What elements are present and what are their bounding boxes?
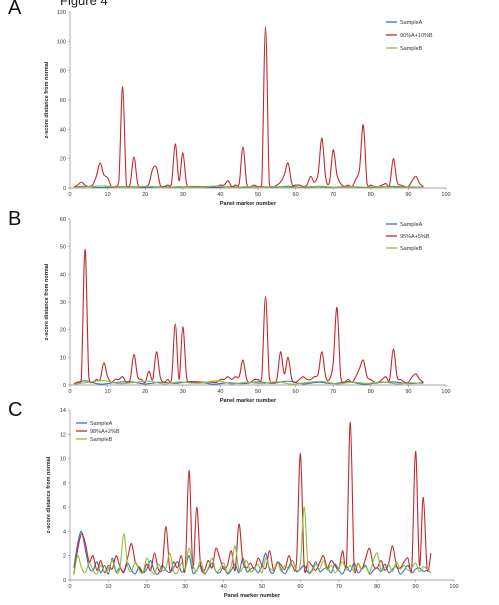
y-tick-label: 14 bbox=[60, 408, 66, 414]
y-tick-label: 120 bbox=[57, 10, 66, 16]
y-tick-label: 12 bbox=[60, 432, 66, 438]
x-tick-label: 60 bbox=[297, 584, 303, 590]
y-tick-label: 100 bbox=[57, 39, 66, 45]
panel-letter: A bbox=[8, 0, 22, 19]
x-axis-title: Panel marker number bbox=[224, 593, 281, 599]
series-line-3 bbox=[73, 506, 432, 576]
y-tick-label: 20 bbox=[60, 328, 66, 334]
x-tick-label: 100 bbox=[449, 584, 458, 590]
y-tick-label: 80 bbox=[60, 69, 66, 75]
legend-label: SampleA bbox=[90, 421, 113, 427]
x-tick-label: 20 bbox=[142, 192, 148, 198]
legend-label: SampleB bbox=[400, 46, 423, 52]
x-tick-label: 0 bbox=[68, 389, 71, 395]
chart-panel-c: C 0 2 4 6 8 10 12 14 0 10 20 30 40 50 60 70 80 90 100 Panel … bbox=[8, 399, 459, 599]
chart-panel-b: B 0 10 20 30 40 50 60 0 10 20 30 40 50 60 70 80 90 100 Pane… bbox=[8, 208, 451, 404]
x-axis-title: Panel marker number bbox=[220, 201, 277, 207]
y-tick-label: 30 bbox=[60, 300, 66, 306]
x-tick-label: 90 bbox=[413, 584, 419, 590]
x-tick-label: 40 bbox=[221, 584, 227, 590]
series-line-3 bbox=[73, 380, 424, 385]
y-tick-label: 40 bbox=[60, 272, 66, 278]
legend-label: SampleA bbox=[400, 20, 423, 26]
x-tick-label: 70 bbox=[336, 584, 342, 590]
x-tick-label: 40 bbox=[217, 389, 223, 395]
x-tick-label: 20 bbox=[144, 584, 150, 590]
y-tick-label: 0 bbox=[63, 578, 66, 584]
x-tick-label: 80 bbox=[368, 192, 374, 198]
legend-label: SampleB bbox=[400, 246, 423, 252]
y-tick-label: 4 bbox=[63, 529, 66, 535]
x-axis-title: Panel marker number bbox=[220, 398, 277, 404]
x-tick-label: 50 bbox=[255, 192, 261, 198]
x-tick-label: 80 bbox=[374, 584, 380, 590]
x-tick-label: 50 bbox=[259, 584, 265, 590]
x-tick-label: 60 bbox=[293, 192, 299, 198]
x-tick-label: 10 bbox=[105, 389, 111, 395]
chart-panel-a: A 0 20 40 60 80 100 120 0 10 20 30 40 50 60 70 80 90 100 Pa… bbox=[8, 0, 451, 207]
x-tick-label: 10 bbox=[105, 584, 111, 590]
x-tick-label: 100 bbox=[441, 192, 450, 198]
series-line-3 bbox=[73, 185, 424, 189]
y-tick-label: 2 bbox=[63, 554, 66, 560]
legend-label: 90%A+10%B bbox=[400, 33, 433, 39]
y-tick-label: 40 bbox=[60, 127, 66, 133]
series-line-2 bbox=[73, 421, 432, 575]
series-line-1 bbox=[73, 530, 432, 575]
x-tick-label: 0 bbox=[68, 584, 71, 590]
x-tick-label: 0 bbox=[68, 192, 71, 198]
x-tick-label: 90 bbox=[405, 192, 411, 198]
legend-label: 95%A+5%B bbox=[400, 234, 430, 240]
x-tick-label: 90 bbox=[405, 389, 411, 395]
legend-label: SampleB bbox=[90, 437, 113, 443]
x-tick-label: 60 bbox=[293, 389, 299, 395]
x-tick-label: 100 bbox=[441, 389, 450, 395]
panel-letter: B bbox=[8, 208, 21, 230]
y-tick-label: 60 bbox=[60, 98, 66, 104]
y-axis-title: z-score distance from normal bbox=[46, 456, 52, 533]
y-tick-label: 6 bbox=[63, 505, 66, 511]
y-tick-label: 0 bbox=[63, 186, 66, 192]
x-tick-label: 30 bbox=[182, 584, 188, 590]
x-tick-label: 40 bbox=[217, 192, 223, 198]
x-tick-label: 10 bbox=[105, 192, 111, 198]
y-axis-title: z-score distance from normal bbox=[44, 263, 50, 340]
y-tick-label: 10 bbox=[60, 355, 66, 361]
legend-label: SampleA bbox=[400, 222, 423, 228]
legend-label: 98%A+2%B bbox=[90, 429, 120, 435]
y-tick-label: 20 bbox=[60, 157, 66, 163]
y-tick-label: 50 bbox=[60, 245, 66, 251]
y-tick-label: 60 bbox=[60, 217, 66, 223]
x-tick-label: 80 bbox=[368, 389, 374, 395]
x-tick-label: 70 bbox=[330, 192, 336, 198]
y-tick-label: 10 bbox=[60, 457, 66, 463]
series-line-2 bbox=[73, 26, 424, 189]
panel-letter: C bbox=[8, 399, 22, 421]
series-line-2 bbox=[73, 248, 424, 385]
x-tick-label: 70 bbox=[330, 389, 336, 395]
figure-title: Figure 4 bbox=[60, 0, 108, 8]
x-tick-label: 50 bbox=[255, 389, 261, 395]
y-tick-label: 8 bbox=[63, 481, 66, 487]
x-tick-label: 20 bbox=[142, 389, 148, 395]
x-tick-label: 30 bbox=[180, 192, 186, 198]
y-tick-label: 0 bbox=[63, 383, 66, 389]
y-axis-title: z-score distance from normal bbox=[44, 61, 50, 138]
x-tick-label: 30 bbox=[180, 389, 186, 395]
